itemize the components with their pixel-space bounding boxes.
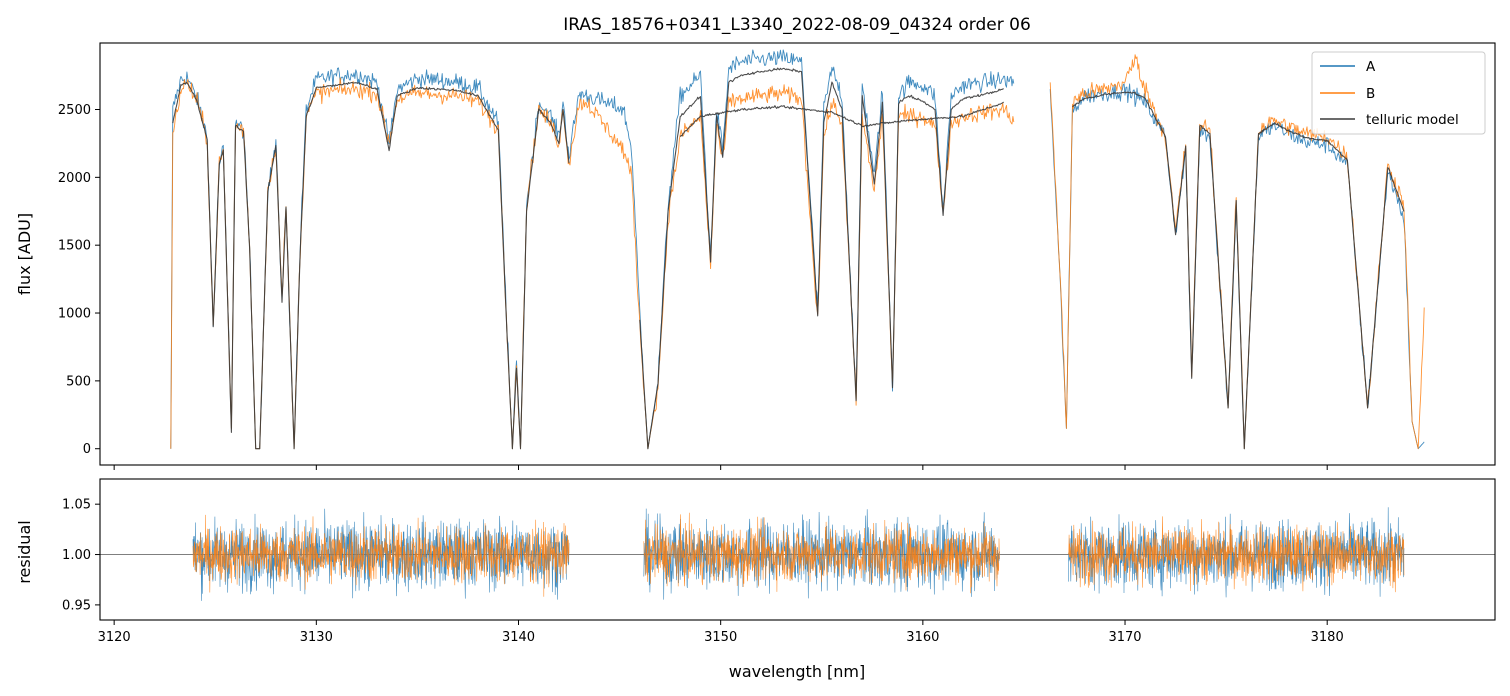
x-tick-label: 3120 [98,630,131,645]
top-y-tick-label: 500 [66,374,91,389]
residual-y-tick-label: 1.00 [62,548,91,563]
residual-b-segment-1 [643,512,1000,594]
legend-label-telluric: telluric model [1366,112,1459,128]
series-b-line-2 [170,77,1015,450]
top-y-tick-label: 0 [83,442,91,457]
residual-axes-frame [99,478,1496,621]
x-axis-label: wavelength [nm] [729,662,866,681]
legend-box [1311,51,1486,135]
top-y-tick-label: 1000 [58,307,91,322]
series-a-line-0 [170,49,1015,450]
series-telluric-model-line-6 [679,101,1005,137]
x-tick-label: 3160 [906,630,939,645]
top-y-tick-label: 1500 [58,239,91,254]
top-y-axis-label: flux [ADU] [15,213,34,295]
top-y-tick-label: 2500 [58,103,91,118]
x-tick-label: 3180 [1311,630,1344,645]
x-tick-label: 3140 [502,630,535,645]
top-axes-frame [99,42,1496,466]
x-tick-label: 3170 [1108,630,1141,645]
x-tick-label: 3130 [300,630,333,645]
x-tick-label: 3150 [704,630,737,645]
residual-plot-area [100,507,1495,601]
top-y-tick-label: 2000 [58,171,91,186]
series-telluric-model-line-4 [172,81,570,450]
residual-y-axis-label: residual [15,520,34,583]
residual-b-segment-2 [1068,516,1405,593]
residual-y-tick-label: 1.05 [62,498,91,513]
residual-b-segment-0 [192,514,570,597]
series-telluric-model-line-5 [639,67,1004,450]
legend: A B telluric model [1311,51,1486,135]
residual-a-segment-0 [192,508,570,601]
series-telluric-model-line-7 [1072,91,1405,450]
residual-y-tick-label: 0.95 [62,598,91,613]
residual-axis-ticks: 0.95 1.00 1.05 3120 3130 3140 3150 3160 3170 3180 [62,498,1344,645]
chart-title: IRAS_18576+0341_L3340_2022-08-09_04324 o… [563,15,1031,35]
legend-label-a: A [1366,59,1376,75]
legend-label-b: B [1366,86,1375,102]
top-axis-ticks: 0 500 1000 1500 2000 2500 [58,103,1328,470]
top-plot-area [170,49,1425,450]
